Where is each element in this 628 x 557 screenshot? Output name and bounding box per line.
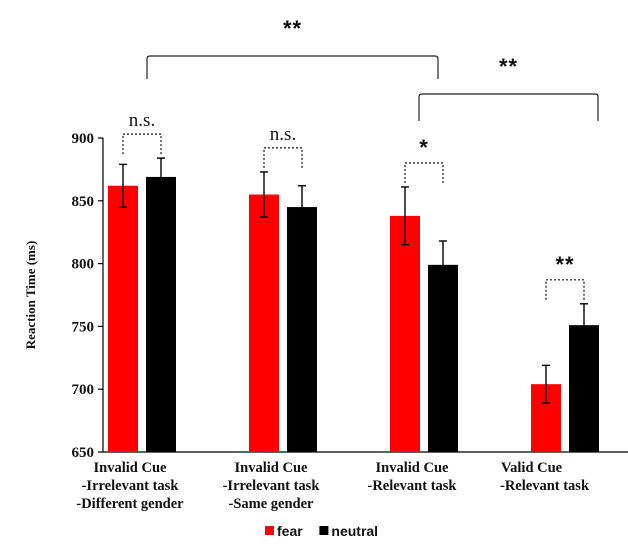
error-bars <box>119 157 588 404</box>
significance-bracket <box>122 133 162 155</box>
y-tick-label: 700 <box>72 382 95 398</box>
legend: fear neutral <box>265 523 378 539</box>
legend-swatch-fear <box>265 526 274 535</box>
significance-label: ** <box>499 54 518 79</box>
bar-neutral-2 <box>287 207 317 452</box>
legend-label-fear: fear <box>277 523 303 539</box>
category-label: -Relevant task <box>500 478 590 494</box>
bar-fear-1 <box>108 185 138 452</box>
significance-span-bracket <box>146 55 439 79</box>
legend-label-neutral: neutral <box>331 523 378 539</box>
category-label: Invalid Cue <box>376 460 449 476</box>
category-label: -Irrelevant task <box>82 478 180 494</box>
significance-label: ** <box>555 252 574 277</box>
y-axis: 650 700 750 800 850 900 Reaction Time (ms) <box>23 131 628 461</box>
category-label: -Same gender <box>229 496 315 512</box>
bar-neutral-1 <box>146 176 176 452</box>
bar-neutral-3 <box>428 264 458 452</box>
significance-span-bracket <box>418 93 599 121</box>
significance-label: * <box>419 135 429 160</box>
y-tick-label: 800 <box>72 257 95 273</box>
category-label: Invalid Cue <box>235 460 308 476</box>
category-label: Invalid Cue <box>94 460 167 476</box>
category-label: -Different gender <box>76 496 184 512</box>
significance-label: ** <box>283 16 302 41</box>
significance-annotations: n.s.n.s.******* <box>122 16 599 300</box>
y-tick-label: 650 <box>72 445 95 461</box>
significance-bracket <box>263 147 303 168</box>
bar-fear-2 <box>249 194 279 452</box>
y-axis-title: Reaction Time (ms) <box>23 241 38 350</box>
significance-bracket <box>404 162 444 183</box>
bars <box>108 176 599 452</box>
significance-bracket <box>545 279 585 300</box>
y-tick-label: 850 <box>72 194 95 210</box>
category-label: -Irrelevant task <box>223 478 321 494</box>
significance-label: n.s. <box>129 110 155 131</box>
x-axis-labels: Invalid Cue -Irrelevant task -Different ge… <box>76 460 590 512</box>
category-label: Valid Cue <box>501 460 563 476</box>
category-label: -Relevant task <box>367 478 457 494</box>
bar-fear-3 <box>390 215 420 452</box>
y-tick-label: 900 <box>72 131 95 147</box>
y-tick-label: 750 <box>72 319 95 335</box>
legend-swatch-neutral <box>319 526 329 535</box>
significance-label: n.s. <box>270 124 296 145</box>
